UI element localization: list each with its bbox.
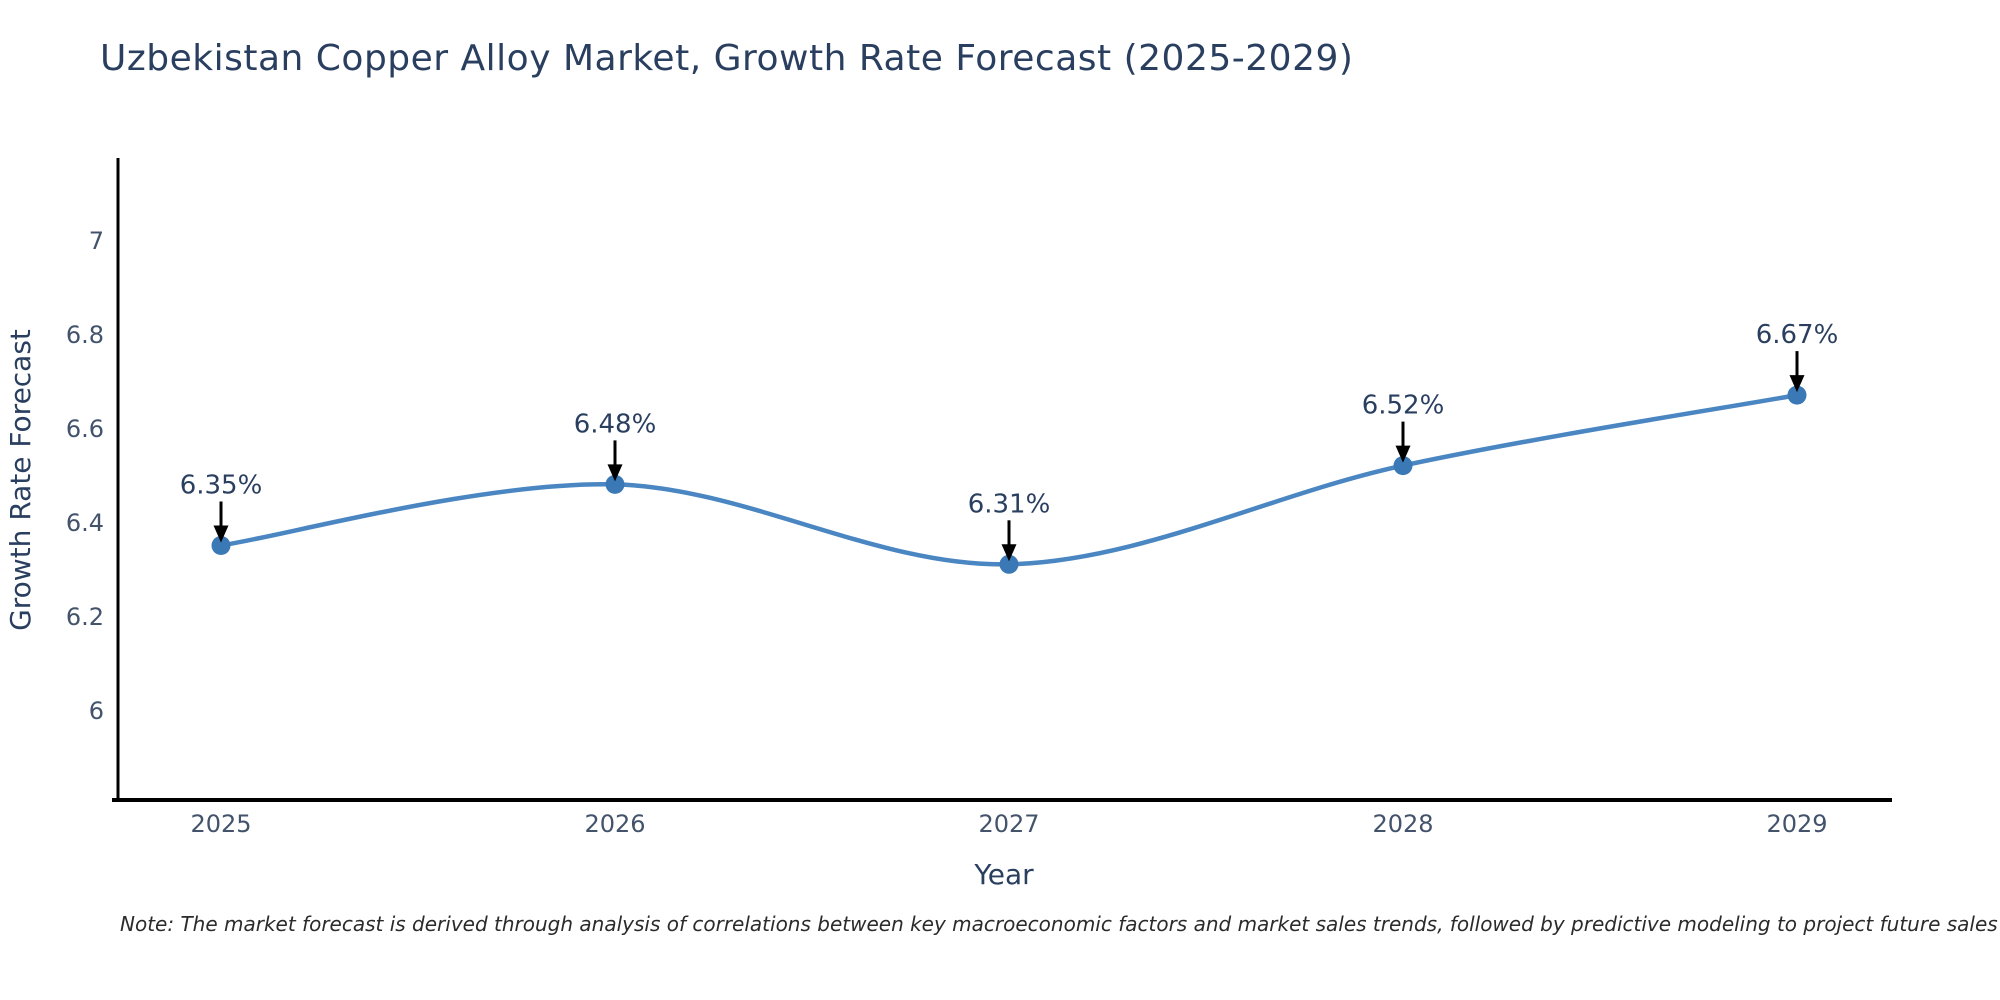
- y-tick-label: 6.4: [66, 509, 104, 537]
- y-tick-label: 6.8: [66, 321, 104, 349]
- y-axis-title: Growth Rate Forecast: [4, 329, 37, 631]
- x-tick-label: 2026: [584, 810, 645, 838]
- plot-generated-layer: 6 6.2 6.4 6.6 6.8 7 2025 2026 2027 2028 2029 6.35% 6…: [66, 158, 1892, 838]
- annotation-arrow-head: [1001, 544, 1017, 562]
- data-point-label: 6.35%: [180, 471, 263, 501]
- x-tick-label: 2028: [1372, 810, 1433, 838]
- y-tick-label: 6.6: [66, 415, 104, 443]
- annotation-arrow-head: [607, 464, 623, 482]
- data-point-label: 6.31%: [968, 489, 1051, 519]
- data-point-marker[interactable]: [999, 554, 1019, 574]
- y-tick-label: 6: [89, 697, 104, 725]
- x-tick-label: 2027: [978, 810, 1039, 838]
- data-point-marker[interactable]: [605, 474, 625, 494]
- data-point-label: 6.67%: [1756, 320, 1839, 350]
- data-point-marker[interactable]: [211, 536, 231, 555]
- annotation-arrow-head: [213, 525, 229, 543]
- data-point-label: 6.48%: [574, 409, 657, 439]
- x-tick-label: 2029: [1766, 810, 1827, 838]
- data-point-label: 6.52%: [1362, 391, 1445, 421]
- y-tick-label: 6.2: [66, 603, 104, 631]
- y-tick-label: 7: [89, 227, 104, 255]
- chart-title: Uzbekistan Copper Alloy Market, Growth R…: [100, 38, 1354, 79]
- x-axis-title: Year: [973, 858, 1034, 891]
- data-point-marker[interactable]: [1787, 385, 1807, 405]
- footnote: Note: The market forecast is derived thr…: [120, 912, 1998, 936]
- annotation-arrow-head: [1789, 375, 1805, 393]
- x-tick-label: 2025: [190, 810, 251, 838]
- annotation-arrow-head: [1395, 445, 1411, 463]
- data-point-marker[interactable]: [1393, 456, 1413, 476]
